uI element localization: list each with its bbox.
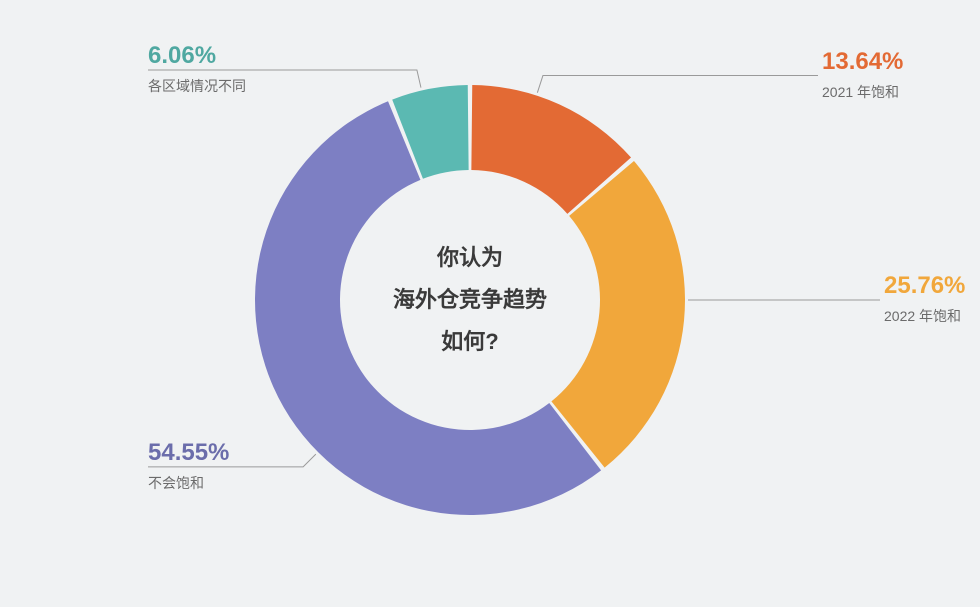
slice-label-2022: 25.76% 2022 年饱和 [884, 272, 965, 326]
slice-label-regional: 6.06% 各区域情况不同 [148, 42, 246, 96]
slice-desc-regional: 各区域情况不同 [148, 76, 246, 96]
donut-chart: 你认为海外仓竞争趋势如何? 13.64% 2021 年饱和 25.76% 202… [0, 0, 980, 607]
slice-desc-not-saturated: 不会饱和 [148, 473, 229, 493]
leader-s1 [537, 76, 818, 93]
center-title-line: 你认为 [350, 237, 590, 279]
slice-pct-regional: 6.06% [148, 42, 216, 69]
slice-desc-2021: 2021 年饱和 [822, 82, 903, 102]
slice-pct-not-saturated: 54.55% [148, 439, 229, 466]
center-title-line: 海外仓竞争趋势 [350, 279, 590, 321]
slice-label-2021: 13.64% 2021 年饱和 [822, 48, 903, 102]
chart-center-title: 你认为海外仓竞争趋势如何? [350, 237, 590, 363]
slice-pct-2022: 25.76% [884, 272, 965, 299]
slice-pct-2021: 13.64% [822, 48, 903, 75]
slice-label-not-saturated: 54.55% 不会饱和 [148, 439, 229, 493]
center-title-line: 如何? [350, 321, 590, 363]
slice-desc-2022: 2022 年饱和 [884, 306, 965, 326]
